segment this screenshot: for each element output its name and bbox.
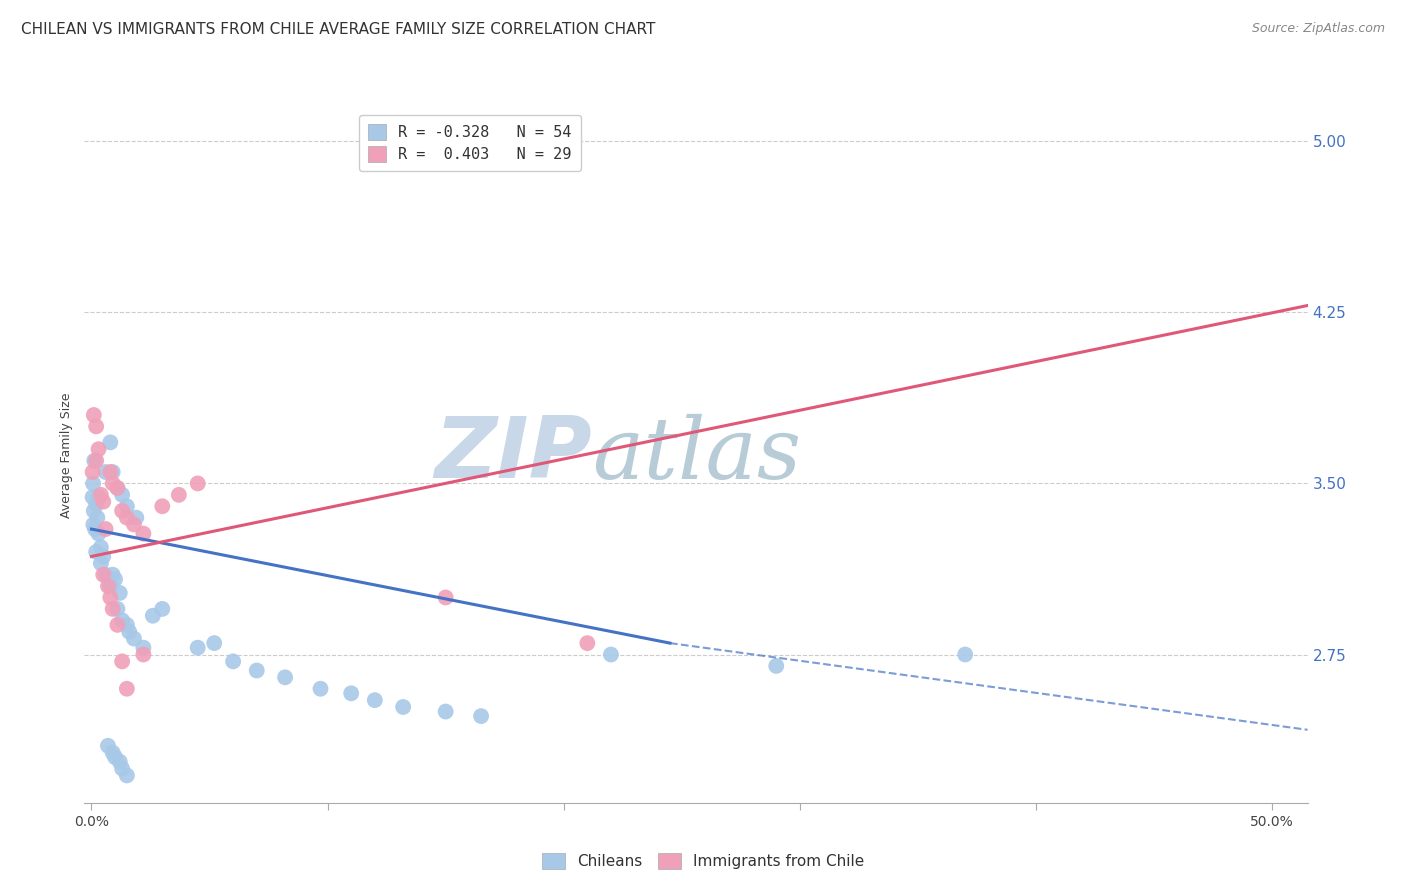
Point — [83, 504, 105, 518]
Point — [87, 526, 110, 541]
Point — [91, 549, 114, 564]
Point — [98, 465, 121, 479]
Point — [82, 490, 104, 504]
Text: CHILEAN VS IMMIGRANTS FROM CHILE AVERAGE FAMILY SIZE CORRELATION CHART: CHILEAN VS IMMIGRANTS FROM CHILE AVERAGE… — [21, 22, 655, 37]
Point — [84, 419, 107, 434]
Point — [115, 768, 138, 782]
Point — [115, 510, 138, 524]
Point — [167, 488, 190, 502]
Point — [84, 453, 107, 467]
Point — [107, 602, 129, 616]
Point — [111, 488, 134, 502]
Point — [107, 481, 129, 495]
Point — [132, 640, 155, 655]
Point — [107, 481, 129, 495]
Point — [97, 739, 120, 753]
Point — [309, 681, 332, 696]
Point — [107, 618, 129, 632]
Point — [82, 465, 104, 479]
Point — [765, 659, 787, 673]
Point — [98, 591, 121, 605]
Point — [392, 700, 415, 714]
Point — [111, 762, 134, 776]
Point — [108, 755, 131, 769]
Point — [94, 465, 117, 479]
Point — [340, 686, 363, 700]
Point — [90, 488, 112, 502]
Point — [90, 541, 112, 555]
Point — [82, 476, 104, 491]
Point — [101, 465, 124, 479]
Point — [97, 579, 120, 593]
Point — [953, 648, 976, 662]
Point — [83, 408, 105, 422]
Point — [118, 624, 141, 639]
Point — [132, 648, 155, 662]
Point — [434, 705, 457, 719]
Text: atlas: atlas — [592, 414, 801, 496]
Point — [101, 567, 124, 582]
Point — [600, 648, 623, 662]
Point — [125, 510, 148, 524]
Point — [108, 586, 131, 600]
Point — [122, 632, 145, 646]
Point — [98, 435, 121, 450]
Text: ZIP: ZIP — [434, 413, 592, 497]
Point — [187, 476, 209, 491]
Point — [274, 670, 297, 684]
Point — [202, 636, 225, 650]
Point — [94, 567, 117, 582]
Text: Source: ZipAtlas.com: Source: ZipAtlas.com — [1251, 22, 1385, 36]
Point — [187, 640, 209, 655]
Point — [83, 453, 105, 467]
Point — [150, 500, 173, 514]
Point — [101, 746, 124, 760]
Point — [84, 522, 107, 536]
Point — [90, 556, 112, 570]
Point — [91, 494, 114, 508]
Point — [101, 602, 124, 616]
Point — [104, 572, 127, 586]
Point — [84, 545, 107, 559]
Point — [142, 608, 165, 623]
Point — [364, 693, 387, 707]
Point — [84, 497, 107, 511]
Point — [122, 517, 145, 532]
Point — [87, 442, 110, 457]
Point — [94, 522, 117, 536]
Point — [576, 636, 599, 650]
Point — [111, 613, 134, 627]
Point — [111, 654, 134, 668]
Point — [150, 602, 173, 616]
Point — [246, 664, 269, 678]
Point — [222, 654, 245, 668]
Point — [104, 750, 127, 764]
Point — [82, 517, 104, 532]
Legend: R = -0.328   N = 54, R =  0.403   N = 29: R = -0.328 N = 54, R = 0.403 N = 29 — [359, 115, 581, 171]
Legend: Chileans, Immigrants from Chile: Chileans, Immigrants from Chile — [536, 847, 870, 875]
Point — [87, 490, 110, 504]
Point — [86, 510, 108, 524]
Point — [91, 567, 114, 582]
Point — [470, 709, 492, 723]
Point — [115, 681, 138, 696]
Point — [101, 476, 124, 491]
Point — [434, 591, 457, 605]
Point — [115, 618, 138, 632]
Point — [132, 526, 155, 541]
Y-axis label: Average Family Size: Average Family Size — [60, 392, 73, 517]
Point — [111, 504, 134, 518]
Point — [98, 579, 121, 593]
Point — [115, 500, 138, 514]
